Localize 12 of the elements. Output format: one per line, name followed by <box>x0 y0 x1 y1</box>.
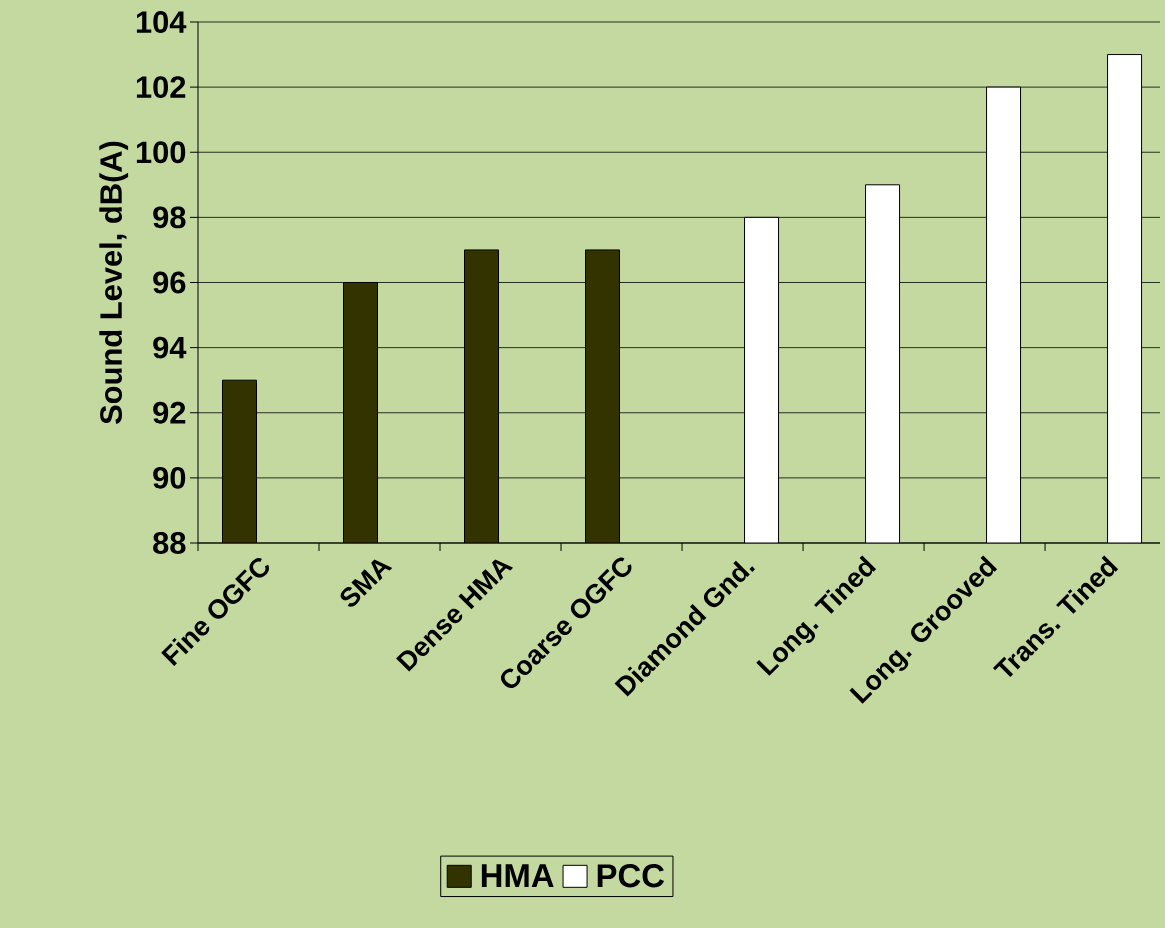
y-tick-label: 96 <box>153 271 186 294</box>
y-tick-label: 100 <box>136 141 186 164</box>
legend-label: HMA <box>481 864 554 887</box>
y-tick-label: 94 <box>153 336 187 359</box>
y-axis-title: Sound Level, dB(A) <box>99 141 129 425</box>
y-tick-label: 90 <box>153 466 186 489</box>
y-tick-label: 98 <box>153 206 186 229</box>
y-tick-label: 88 <box>153 532 186 554</box>
y-tick-label: 92 <box>153 401 186 424</box>
legend-label: PCC <box>597 864 665 888</box>
y-tick-label: 104 <box>136 11 187 33</box>
y-tick-label: 102 <box>136 76 186 99</box>
